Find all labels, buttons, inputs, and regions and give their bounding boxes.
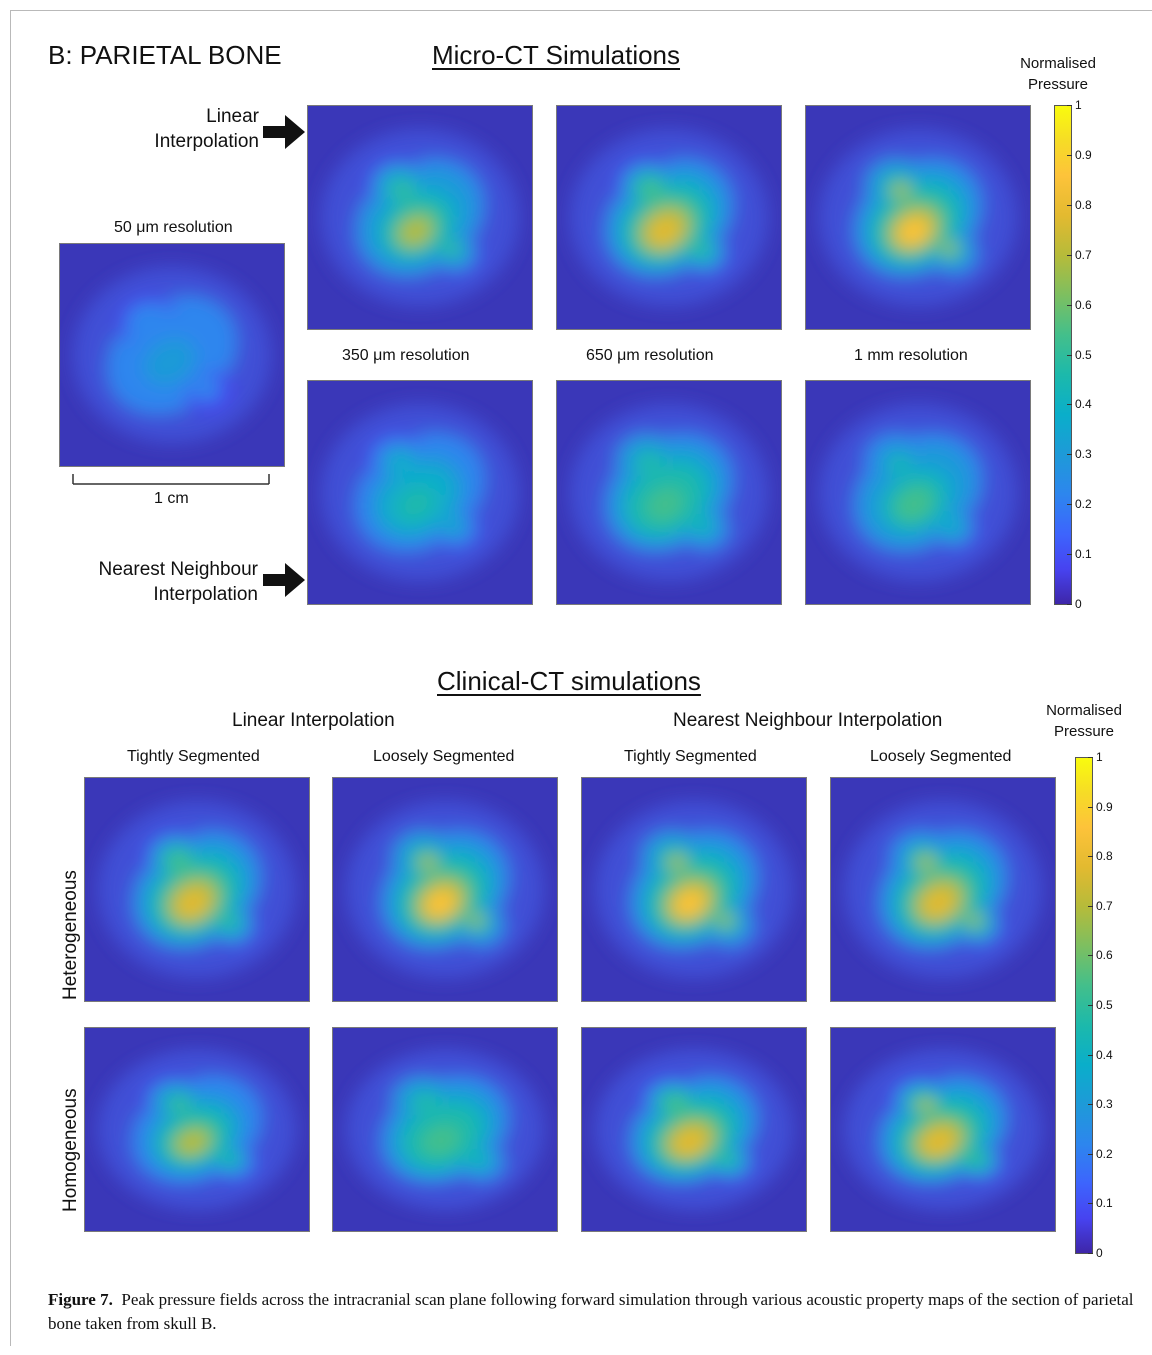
colorbar-title: Normalised Pressure (1020, 55, 1096, 93)
colorbar-tick-mark (1088, 955, 1093, 957)
reference-resolution-label: 50 μm resolution (114, 219, 233, 236)
colorbar-tick-label: 0.2 (1096, 1146, 1113, 1161)
group-label-linear: Linear Interpolation (232, 710, 395, 731)
pressure-map-nearest-1mm (805, 380, 1031, 605)
row-label-homogeneous: Homogeneous (60, 1088, 81, 1212)
colorbar-tick-mark (1067, 204, 1072, 206)
colorbar-tick-label: 1 (1096, 750, 1103, 764)
colorbar-tick-mark (1088, 905, 1093, 907)
arrow-right-icon (263, 563, 305, 597)
colorbar-title: Normalised Pressure (1046, 702, 1122, 740)
resolution-label-650um: 650 μm resolution (586, 347, 714, 364)
colorbar-tick-label: 0.4 (1075, 397, 1092, 412)
colorbar-tick-mark (1067, 404, 1072, 406)
colorbar-tick-mark (1067, 554, 1072, 556)
colorbar-tick-label: 0.5 (1075, 347, 1092, 362)
pressure-map-linear-650um (556, 105, 782, 330)
scale-bar-label: 1 cm (154, 490, 189, 507)
resolution-label-1mm: 1 mm resolution (854, 347, 968, 364)
panel-label: B: PARIETAL BONE (48, 40, 282, 70)
colorbar-tick-label: 0.3 (1075, 447, 1092, 462)
colorbar-tick-label: 0 (1075, 597, 1082, 611)
column-label: Loosely Segmented (373, 748, 515, 765)
pressure-map-hom-nearest-tight (581, 1027, 807, 1232)
column-label: Tightly Segmented (127, 748, 260, 765)
colorbar-tick-mark (1067, 354, 1072, 356)
column-label: Loosely Segmented (870, 748, 1012, 765)
caption-label: Figure 7. (48, 1290, 113, 1309)
figure-frame (10, 10, 1152, 1346)
colorbar-tick-mark (1088, 1104, 1093, 1106)
colorbar-tick-label: 0.7 (1096, 898, 1113, 913)
colorbar-tick-label: 0.4 (1096, 1047, 1113, 1062)
colorbar-tick-mark (1067, 254, 1072, 256)
colorbar-tick-mark (1088, 1054, 1093, 1056)
colorbar-tick-mark (1067, 454, 1072, 456)
column-label: Tightly Segmented (624, 748, 757, 765)
pressure-map-hom-linear-loose (332, 1027, 558, 1232)
pressure-map-hom-linear-tight (84, 1027, 310, 1232)
colorbar-tick-mark (1067, 304, 1072, 306)
colorbar-tick-label: 0.8 (1075, 197, 1092, 212)
colorbar-tick-mark (1067, 154, 1072, 156)
colorbar-tick-label: 0.9 (1096, 799, 1113, 814)
colorbar-tick-label: 0.7 (1075, 247, 1092, 262)
pressure-map-linear-1mm (805, 105, 1031, 330)
colorbar-tick-label: 0.6 (1096, 948, 1113, 963)
figure-caption: Figure 7. Peak pressure fields across th… (48, 1288, 1138, 1336)
scale-bar (72, 474, 270, 485)
colorbar-tick-label: 0.1 (1096, 1196, 1113, 1211)
colorbar-tick-mark (1067, 504, 1072, 506)
pressure-map-het-nearest-tight (581, 777, 807, 1002)
colorbar-tick-label: 0.6 (1075, 297, 1092, 312)
colorbar-tick-label: 0.1 (1075, 547, 1092, 562)
colorbar-tick-label: 0.5 (1096, 998, 1113, 1012)
linear-row-label: Linear Interpolation (154, 106, 259, 152)
colorbar-tick-mark (1088, 806, 1093, 808)
pressure-map-het-nearest-loose (830, 777, 1056, 1002)
colorbar-tick-label: 1 (1075, 98, 1082, 112)
colorbar-tick-mark (1088, 1005, 1093, 1006)
pressure-map-nearest-650um (556, 380, 782, 605)
pressure-map-hom-nearest-loose (830, 1027, 1056, 1232)
colorbar-tick-mark (1088, 757, 1093, 758)
nearest-row-label: Nearest Neighbour Interpolation (98, 559, 258, 605)
colorbar-tick-mark (1088, 856, 1093, 858)
arrow-right-icon (263, 115, 305, 149)
row-label-heterogeneous: Heterogeneous (60, 870, 81, 1000)
pressure-map-het-linear-tight (84, 777, 310, 1002)
colorbar-tick-mark (1067, 604, 1072, 605)
colorbar-tick-label: 0.3 (1096, 1097, 1113, 1112)
group-label-nearest: Nearest Neighbour Interpolation (673, 710, 943, 731)
colorbar-tick-label: 0 (1096, 1246, 1103, 1260)
colorbar-tick-label: 0.8 (1096, 849, 1113, 864)
pressure-map-nearest-350um (307, 380, 533, 605)
pressure-map-linear-350um (307, 105, 533, 330)
micro-ct-title: Micro-CT Simulations (432, 40, 681, 70)
colorbar-tick-mark (1067, 105, 1072, 106)
pressure-map-het-linear-loose (332, 777, 558, 1002)
colorbar-tick-mark (1088, 1203, 1093, 1205)
colorbar-tick-label: 0.2 (1075, 497, 1092, 512)
colorbar-tick-mark (1088, 1253, 1093, 1254)
colorbar-tick-mark (1088, 1153, 1093, 1155)
clinical-ct-title: Clinical-CT simulations (437, 666, 701, 696)
colorbar-tick-label: 0.9 (1075, 147, 1092, 162)
pressure-map-reference-50um (59, 243, 285, 467)
resolution-label-350um: 350 μm resolution (342, 347, 470, 364)
caption-text: Peak pressure fields across the intracra… (48, 1290, 1134, 1333)
